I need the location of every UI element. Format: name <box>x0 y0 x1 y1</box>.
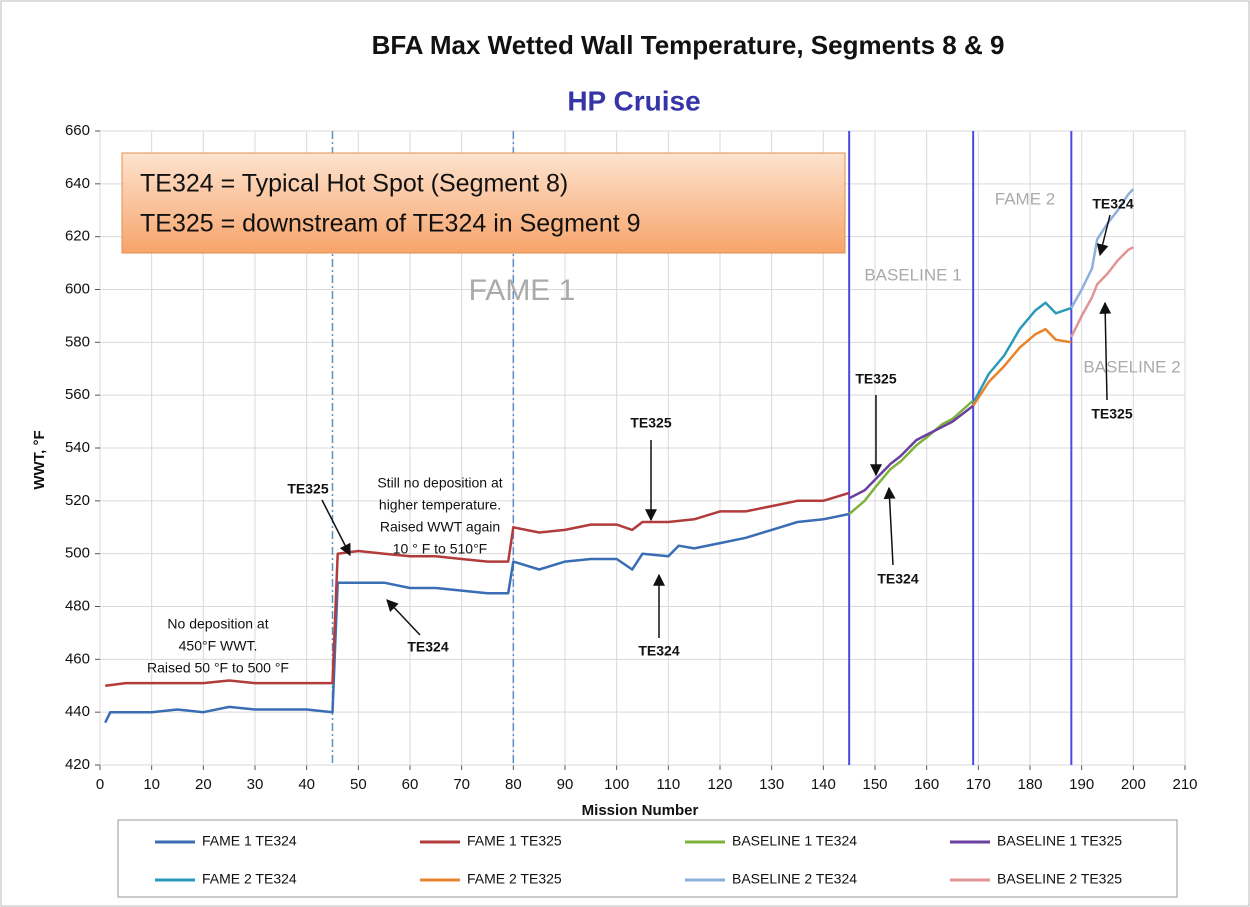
x-tick-label: 200 <box>1121 776 1146 793</box>
y-tick-label: 580 <box>65 333 90 350</box>
x-tick-label: 140 <box>811 776 836 793</box>
series-line <box>1070 188 1135 309</box>
x-tick-label: 0 <box>96 776 104 793</box>
x-tick-label: 90 <box>557 776 574 793</box>
region-label: FAME 2 <box>995 189 1055 208</box>
y-tick-label: 460 <box>65 650 90 667</box>
x-tick-label: 150 <box>862 776 887 793</box>
y-tick-label: 640 <box>65 175 90 192</box>
legend-label: FAME 2 TE324 <box>202 871 297 887</box>
x-tick-label: 100 <box>604 776 629 793</box>
legend-label: BASELINE 1 TE325 <box>997 833 1122 849</box>
series-line <box>848 399 975 515</box>
y-tick-label: 480 <box>65 597 90 614</box>
y-tick-label: 540 <box>65 439 90 456</box>
x-tick-label: 10 <box>143 776 160 793</box>
callout-label: TE324 <box>1092 196 1133 212</box>
series-line <box>104 512 850 724</box>
callout-label: TE325 <box>855 371 896 387</box>
x-tick-label: 70 <box>453 776 470 793</box>
series-line <box>848 404 974 500</box>
callout-arrow <box>1096 214 1111 257</box>
legend-box <box>117 819 1178 898</box>
x-tick-label: 180 <box>1017 776 1042 793</box>
y-tick-label: 440 <box>65 703 90 720</box>
note-text: TE325 = downstream of TE324 in Segment 9 <box>140 210 641 238</box>
note-box <box>121 152 846 254</box>
y-tick-label: 600 <box>65 280 90 297</box>
series-line <box>972 327 1072 407</box>
x-axis-label: Mission Number <box>582 802 699 819</box>
y-tick-label: 620 <box>65 228 90 245</box>
x-tick-label: 160 <box>914 776 939 793</box>
x-tick-label: 40 <box>298 776 315 793</box>
legend-label: BASELINE 2 TE325 <box>997 871 1122 887</box>
region-label: FAME 1 <box>469 274 576 307</box>
series-line <box>1070 246 1134 338</box>
callout-arrow <box>1099 301 1112 401</box>
legend-label: FAME 1 TE324 <box>202 833 297 849</box>
annotation: Still no deposition at <box>377 475 502 491</box>
callout-label: TE325 <box>630 415 671 431</box>
chart-subtitle: HP Cruise <box>567 85 700 116</box>
series-line <box>972 301 1072 404</box>
y-tick-label: 420 <box>65 756 90 773</box>
annotation: Raised WWT again <box>380 519 500 535</box>
callout-label: TE324 <box>877 571 918 587</box>
annotation: 450°F WWT. <box>179 638 258 654</box>
annotation: 10 ° F to 510°F <box>393 541 487 557</box>
chart-title: BFA Max Wetted Wall Temperature, Segment… <box>372 30 1005 60</box>
x-tick-label: 30 <box>247 776 264 793</box>
callout-label: TE324 <box>638 643 679 659</box>
callout-arrow <box>321 499 351 557</box>
x-tick-label: 120 <box>707 776 732 793</box>
x-tick-label: 50 <box>350 776 367 793</box>
annotation: No deposition at <box>167 616 268 632</box>
callout-label: TE325 <box>287 481 328 497</box>
x-tick-label: 210 <box>1172 776 1197 793</box>
legend-label: FAME 1 TE325 <box>467 833 562 849</box>
x-tick-label: 80 <box>505 776 522 793</box>
x-tick-label: 60 <box>402 776 419 793</box>
y-tick-label: 560 <box>65 386 90 403</box>
x-tick-label: 130 <box>759 776 784 793</box>
y-axis-label: WWT, °F <box>31 430 48 489</box>
legend-label: FAME 2 TE325 <box>467 871 562 887</box>
legend-label: BASELINE 2 TE324 <box>732 871 857 887</box>
callout-arrow <box>883 486 896 566</box>
callout-label: TE325 <box>1091 406 1132 422</box>
legend-label: BASELINE 1 TE324 <box>732 833 857 849</box>
series-line <box>105 491 850 688</box>
x-tick-label: 20 <box>195 776 212 793</box>
annotation: higher temperature. <box>379 497 501 513</box>
x-tick-label: 170 <box>966 776 991 793</box>
y-tick-label: 500 <box>65 545 90 562</box>
region-label: BASELINE 1 <box>864 265 961 284</box>
x-tick-label: 110 <box>656 776 680 793</box>
note-text: TE324 = Typical Hot Spot (Segment 8) <box>140 170 568 198</box>
x-tick-label: 190 <box>1069 776 1094 793</box>
region-label: BASELINE 2 <box>1083 357 1180 376</box>
y-tick-label: 660 <box>65 122 90 139</box>
callout-label: TE324 <box>407 639 448 655</box>
callout-arrow <box>386 599 421 636</box>
annotation: Raised 50 °F to 500 °F <box>147 660 289 676</box>
y-tick-label: 520 <box>65 492 90 509</box>
